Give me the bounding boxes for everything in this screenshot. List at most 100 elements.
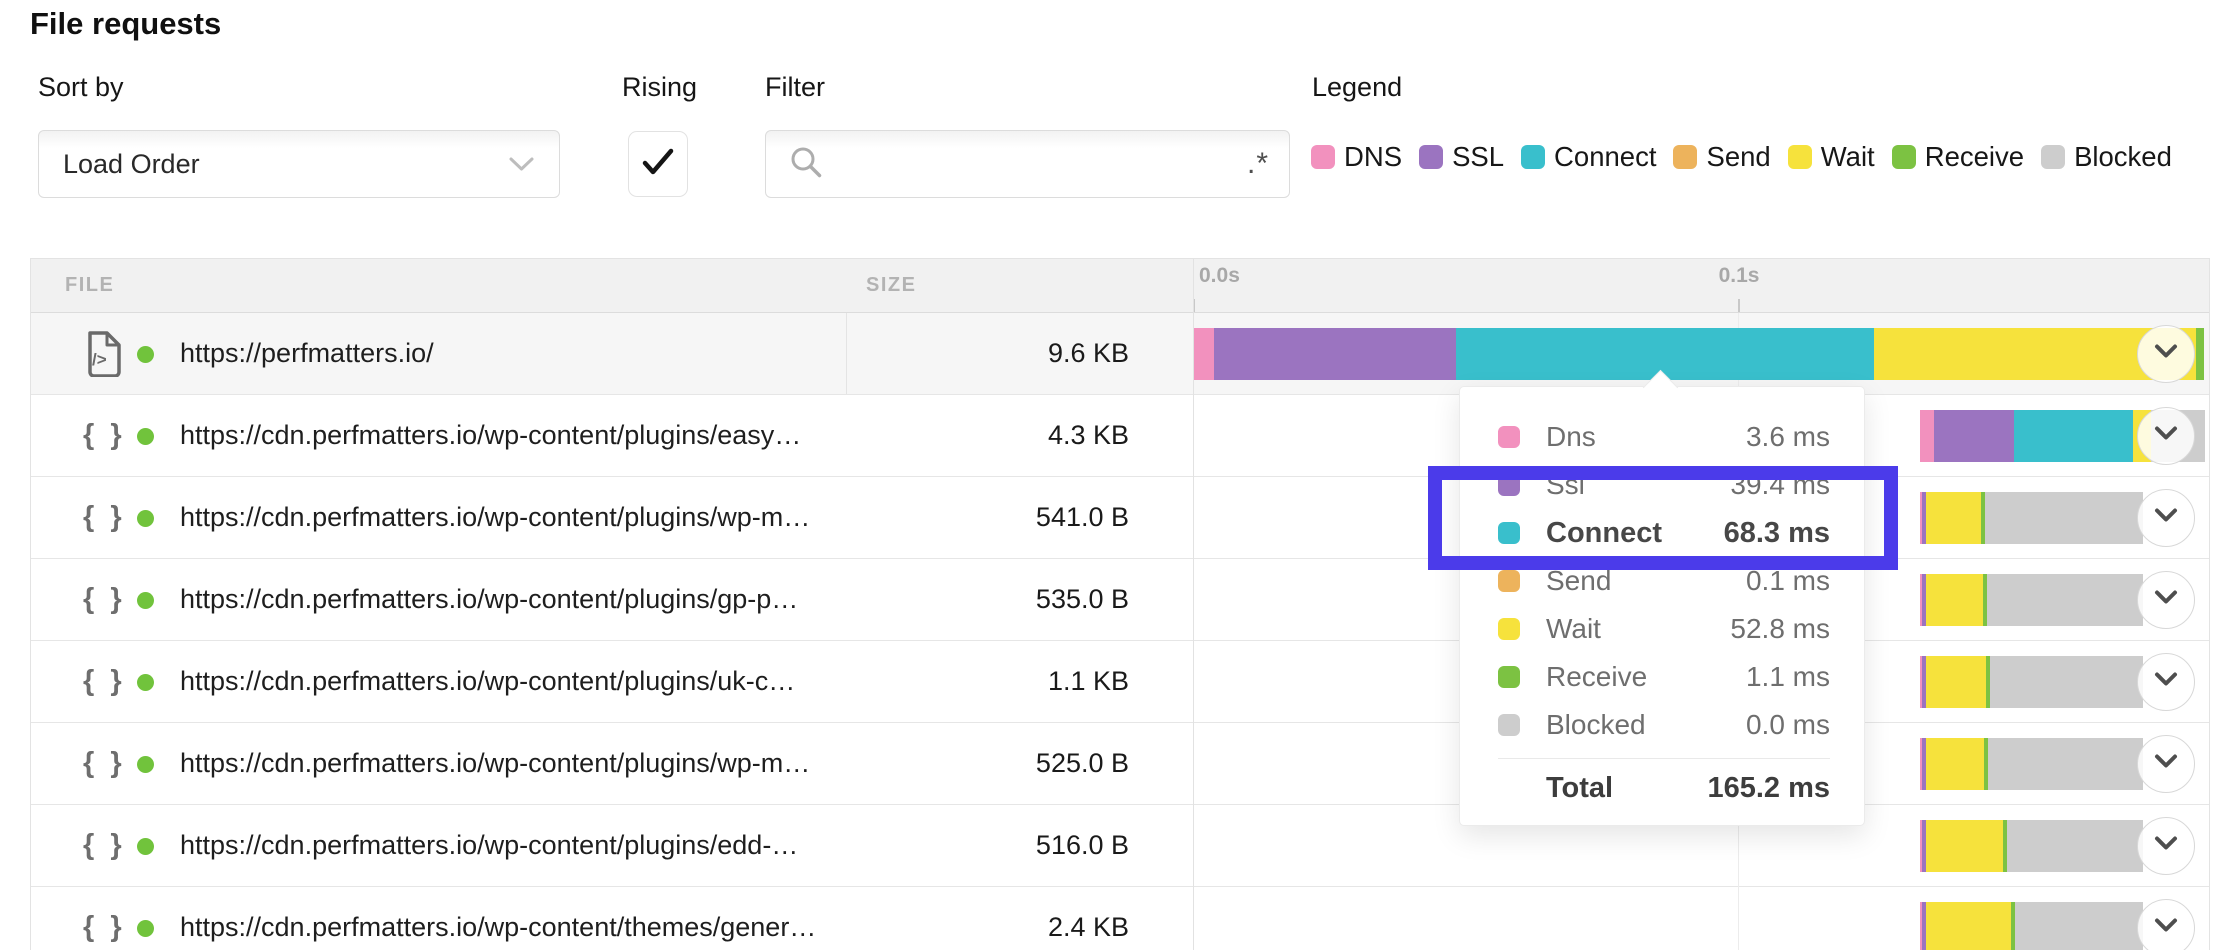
segment-blocked [1988,738,2143,790]
table-row[interactable]: { } https://cdn.perfmatters.io/wp-content… [31,559,2209,641]
waterfall-bar[interactable] [1920,574,2143,626]
expand-row-button[interactable] [2137,817,2195,875]
file-url: https://perfmatters.io/ [180,338,434,368]
legend-item-label: DNS [1344,141,1403,172]
filter-input[interactable] [840,147,1247,181]
legend-item-send: Send [1673,141,1771,173]
file-url: https://cdn.perfmatters.io/wp-content/pl… [180,748,811,778]
chevron-down-icon [508,156,535,173]
table-row[interactable]: { } https://cdn.perfmatters.io/wp-content… [31,805,2209,887]
segment-blocked [1987,574,2143,626]
dns-swatch-icon [1498,426,1520,448]
expand-row-button[interactable] [2137,653,2195,711]
braces-icon: { } [83,419,126,451]
expand-row-button[interactable] [2137,571,2195,629]
legend-item-label: Receive [1924,141,2025,172]
table-body: /> https://perfmatters.io/9.6 KB { } https:… [31,313,2209,950]
segment-blocked [1990,656,2143,708]
table-row[interactable]: { } https://cdn.perfmatters.io/wp-content… [31,641,2209,723]
wait-swatch-icon [1498,618,1520,640]
segment-wait [1926,492,1981,544]
legend-label: Legend [1312,72,1403,102]
segment-receive [1981,492,1985,544]
sort-by-value: Load Order [63,148,200,179]
segment-connect [2014,410,2133,462]
status-dot-icon [137,509,154,527]
receive-swatch-icon [1498,666,1520,688]
table-row[interactable]: { } https://cdn.perfmatters.io/wp-content… [31,887,2209,950]
tooltip-phase-value: 1.1 ms [1745,661,1830,692]
tooltip-row-dns: Dns 3.6 ms [1498,413,1830,461]
blocked-swatch-icon [2041,145,2066,169]
tooltip-phase-label: Ssl [1546,469,1585,500]
segment-dns [1920,738,1922,790]
chevron-down-icon [2154,590,2178,610]
expand-row-button[interactable] [2137,899,2195,950]
segment-receive [1984,738,1988,790]
segment-wait [1926,820,2003,872]
blocked-swatch-icon [1498,714,1520,736]
rising-checkbox[interactable] [628,131,688,197]
expand-row-button[interactable] [2137,325,2195,383]
expand-row-button[interactable] [2137,735,2195,793]
status-dot-icon [137,755,154,773]
waterfall-bar[interactable] [1920,902,2143,950]
segment-ssl [1922,492,1926,544]
legend-item-label: SSL [1452,141,1505,172]
legend-item-ssl: SSL [1419,141,1504,173]
file-url: https://cdn.perfmatters.io/wp-content/pl… [180,830,799,860]
segment-ssl [1922,902,1926,950]
tooltip-phase-value: 3.6 ms [1745,421,1830,452]
waterfall-bar[interactable] [1920,492,2143,544]
dns-swatch-icon [1311,145,1335,169]
timeline-tick-mark [1193,299,1195,312]
tooltip-phase-label: Wait [1546,613,1601,644]
waterfall-bar[interactable] [1920,738,2143,790]
segment-ssl [1922,656,1926,708]
segment-ssl [1922,820,1926,872]
connect-swatch-icon [1498,522,1520,544]
table-row[interactable]: { } https://cdn.perfmatters.io/wp-content… [31,477,2209,559]
table-row[interactable]: { } https://cdn.perfmatters.io/wp-content… [31,395,2209,477]
status-dot-icon [137,837,154,855]
status-dot-icon [137,591,154,609]
segment-blocked [2007,820,2143,872]
table-header: FILE SIZE 0.0s 0.1s [31,259,2209,313]
legend-item-blocked: Blocked [2041,141,2172,173]
tooltip-row-receive: Receive 1.1 ms [1498,653,1830,701]
waterfall-bar[interactable] [1920,656,2143,708]
tooltip-phase-value: 0.1 ms [1745,565,1830,596]
file-size: 541.0 B [1035,502,1129,532]
regex-icon[interactable]: .* [1246,147,1269,180]
sort-by-dropdown[interactable]: Load Order [38,130,560,198]
file-requests-table: FILE SIZE 0.0s 0.1s /> https://perfmatters… [30,258,2210,950]
tooltip-row-send: Send 0.1 ms [1498,557,1830,605]
file-size: 9.6 KB [1047,338,1129,368]
segment-receive [1983,574,1987,626]
segment-dns [1920,656,1922,708]
file-size: 525.0 B [1035,748,1129,778]
tooltip-phase-value: 68.3 ms [1723,516,1830,549]
expand-row-button[interactable] [2137,489,2195,547]
file-url: https://cdn.perfmatters.io/wp-content/pl… [180,666,796,696]
tooltip-phase-label: Dns [1546,421,1596,452]
expand-row-button[interactable] [2137,407,2195,465]
segment-connect [1456,328,1874,380]
table-row[interactable]: /> https://perfmatters.io/9.6 KB [31,313,2209,395]
segment-dns [1920,574,1922,626]
chevron-down-icon [2154,426,2178,446]
segment-receive [1986,656,1990,708]
segment-ssl [1922,574,1926,626]
chevron-down-icon [2154,754,2178,774]
connect-swatch-icon [1521,145,1546,169]
status-dot-icon [137,919,154,937]
status-dot-icon [137,673,154,691]
table-row[interactable]: { } https://cdn.perfmatters.io/wp-content… [31,723,2209,805]
ssl-swatch-icon [1498,474,1520,496]
waterfall-bar[interactable] [1920,820,2143,872]
braces-icon: { } [83,747,126,779]
filter-search-box[interactable]: .* [765,130,1290,198]
timeline-tick-label: 0.1s [1718,264,1760,287]
waterfall-bar[interactable] [1194,328,2204,380]
